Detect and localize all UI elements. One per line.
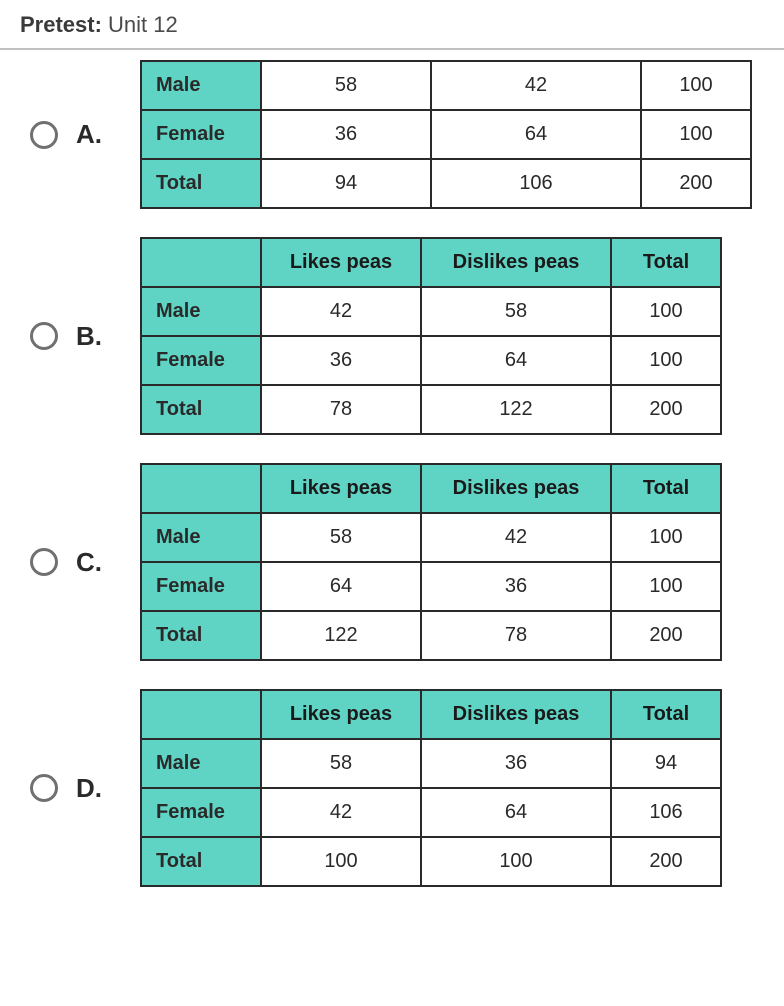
cell: 58 — [261, 739, 421, 788]
cell: 42 — [421, 513, 611, 562]
cell: 78 — [261, 385, 421, 434]
option-a: A. Male 58 42 100 Female 36 64 100 Total… — [30, 60, 764, 209]
header-total: Total — [611, 690, 721, 739]
header-total: Total — [611, 238, 721, 287]
radio-icon — [30, 774, 58, 802]
header-dislikes: Dislikes peas — [421, 464, 611, 513]
cell: 64 — [431, 110, 641, 159]
title-rest: Unit 12 — [108, 12, 178, 37]
table-row: Total 78 122 200 — [141, 385, 721, 434]
header-dislikes: Dislikes peas — [421, 238, 611, 287]
header-likes: Likes peas — [261, 238, 421, 287]
cell: 100 — [641, 61, 751, 110]
radio-icon — [30, 322, 58, 350]
cell: 100 — [611, 336, 721, 385]
row-label: Female — [141, 562, 261, 611]
cell: 122 — [421, 385, 611, 434]
radio-icon — [30, 121, 58, 149]
cell: 58 — [421, 287, 611, 336]
option-letter: C. — [76, 547, 102, 578]
option-b: B. Likes peas Dislikes peas Total Male 4… — [30, 237, 764, 435]
cell: 58 — [261, 61, 431, 110]
option-c-selector[interactable]: C. — [30, 547, 140, 578]
table-row: Female 42 64 106 — [141, 788, 721, 837]
row-label: Male — [141, 61, 261, 110]
cell: 200 — [611, 611, 721, 660]
cell: 94 — [611, 739, 721, 788]
table-row: Total 94 106 200 — [141, 159, 751, 208]
option-a-selector[interactable]: A. — [30, 119, 140, 150]
table-row: Male 58 36 94 — [141, 739, 721, 788]
row-label: Male — [141, 739, 261, 788]
row-label: Male — [141, 513, 261, 562]
option-b-selector[interactable]: B. — [30, 321, 140, 352]
option-letter: A. — [76, 119, 102, 150]
cell: 36 — [261, 336, 421, 385]
table-row: Female 36 64 100 — [141, 110, 751, 159]
table-b: Likes peas Dislikes peas Total Male 42 5… — [140, 237, 722, 435]
cell: 36 — [421, 739, 611, 788]
header-dislikes: Dislikes peas — [421, 690, 611, 739]
cell: 64 — [261, 562, 421, 611]
table-row: Female 36 64 100 — [141, 336, 721, 385]
cell: 100 — [421, 837, 611, 886]
cell: 106 — [431, 159, 641, 208]
options-container: A. Male 58 42 100 Female 36 64 100 Total… — [0, 50, 784, 935]
row-label: Male — [141, 287, 261, 336]
cell: 100 — [261, 837, 421, 886]
cell: 36 — [261, 110, 431, 159]
table-a: Male 58 42 100 Female 36 64 100 Total 94… — [140, 60, 752, 209]
page-title: Pretest: Unit 12 — [0, 0, 784, 50]
table-header-row: Likes peas Dislikes peas Total — [141, 238, 721, 287]
cell: 64 — [421, 336, 611, 385]
header-total: Total — [611, 464, 721, 513]
cell: 200 — [641, 159, 751, 208]
table-row: Male 58 42 100 — [141, 513, 721, 562]
radio-icon — [30, 548, 58, 576]
cell: 42 — [261, 287, 421, 336]
cell: 100 — [611, 513, 721, 562]
header-likes: Likes peas — [261, 464, 421, 513]
row-label: Female — [141, 110, 261, 159]
cell: 100 — [611, 562, 721, 611]
table-d: Likes peas Dislikes peas Total Male 58 3… — [140, 689, 722, 887]
cell: 100 — [641, 110, 751, 159]
table-row: Total 100 100 200 — [141, 837, 721, 886]
header-blank — [141, 238, 261, 287]
cell: 200 — [611, 385, 721, 434]
cell: 36 — [421, 562, 611, 611]
cell: 42 — [261, 788, 421, 837]
cell: 200 — [611, 837, 721, 886]
cell: 100 — [611, 287, 721, 336]
table-row: Female 64 36 100 — [141, 562, 721, 611]
header-blank — [141, 464, 261, 513]
table-row: Male 58 42 100 — [141, 61, 751, 110]
table-c: Likes peas Dislikes peas Total Male 58 4… — [140, 463, 722, 661]
cell: 64 — [421, 788, 611, 837]
table-header-row: Likes peas Dislikes peas Total — [141, 464, 721, 513]
cell: 42 — [431, 61, 641, 110]
header-likes: Likes peas — [261, 690, 421, 739]
cell: 78 — [421, 611, 611, 660]
row-label: Total — [141, 611, 261, 660]
row-label: Female — [141, 788, 261, 837]
header-blank — [141, 690, 261, 739]
option-letter: B. — [76, 321, 102, 352]
option-letter: D. — [76, 773, 102, 804]
option-d: D. Likes peas Dislikes peas Total Male 5… — [30, 689, 764, 887]
table-header-row: Likes peas Dislikes peas Total — [141, 690, 721, 739]
table-row: Total 122 78 200 — [141, 611, 721, 660]
row-label: Total — [141, 385, 261, 434]
option-d-selector[interactable]: D. — [30, 773, 140, 804]
table-row: Male 42 58 100 — [141, 287, 721, 336]
option-c: C. Likes peas Dislikes peas Total Male 5… — [30, 463, 764, 661]
row-label: Female — [141, 336, 261, 385]
cell: 106 — [611, 788, 721, 837]
cell: 58 — [261, 513, 421, 562]
row-label: Total — [141, 837, 261, 886]
title-prefix: Pretest: — [20, 12, 102, 37]
cell: 122 — [261, 611, 421, 660]
cell: 94 — [261, 159, 431, 208]
row-label: Total — [141, 159, 261, 208]
